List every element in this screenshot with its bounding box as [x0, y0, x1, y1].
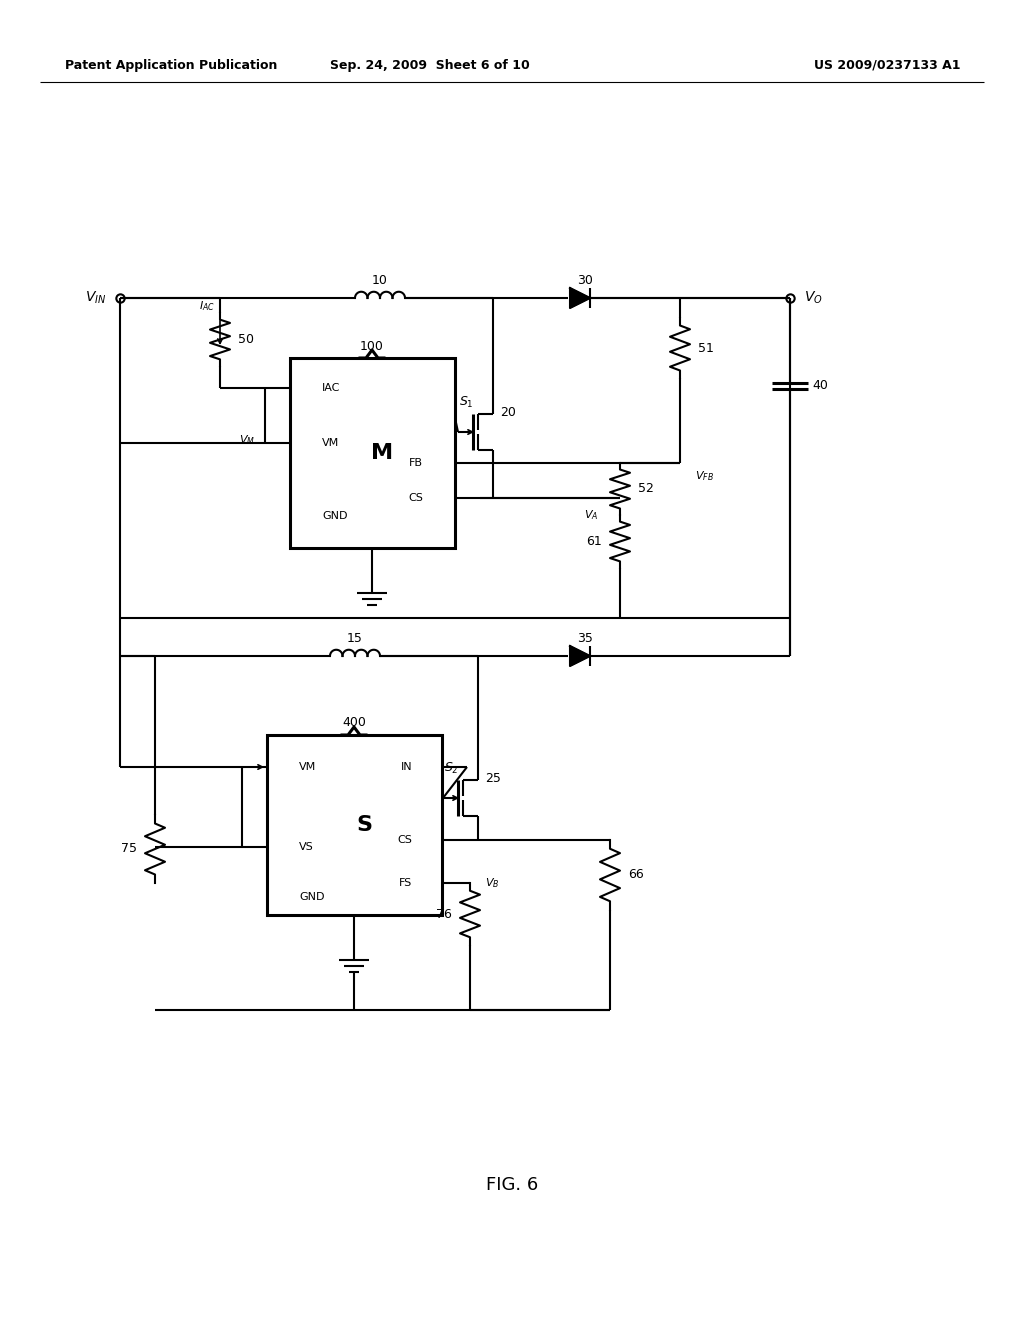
Text: IN: IN — [400, 762, 412, 772]
Text: Sep. 24, 2009  Sheet 6 of 10: Sep. 24, 2009 Sheet 6 of 10 — [330, 58, 529, 71]
Text: $V_{IN}$: $V_{IN}$ — [85, 290, 106, 306]
Text: VS: VS — [299, 842, 313, 851]
Text: $V_M$: $V_M$ — [239, 433, 255, 447]
Text: VM: VM — [299, 762, 316, 772]
Text: 35: 35 — [578, 631, 593, 644]
Text: 100: 100 — [360, 339, 384, 352]
Bar — [267, 735, 442, 915]
Text: 66: 66 — [628, 869, 644, 882]
Polygon shape — [570, 288, 590, 308]
Text: 61: 61 — [587, 535, 602, 548]
Text: 15: 15 — [347, 631, 362, 644]
Text: $S_1$: $S_1$ — [459, 395, 473, 409]
Text: $V_O$: $V_O$ — [804, 290, 822, 306]
Text: FS: FS — [398, 878, 412, 888]
Text: FIG. 6: FIG. 6 — [485, 1176, 539, 1195]
Bar — [290, 358, 455, 548]
Text: 25: 25 — [485, 771, 501, 784]
Text: 20: 20 — [500, 405, 516, 418]
Text: CS: CS — [397, 836, 412, 845]
Text: 52: 52 — [638, 483, 654, 495]
Text: $V_B$: $V_B$ — [485, 876, 500, 890]
Text: GND: GND — [322, 511, 347, 521]
Text: $S_2$: $S_2$ — [443, 760, 459, 776]
Text: 30: 30 — [578, 273, 593, 286]
Text: US 2009/0237133 A1: US 2009/0237133 A1 — [813, 58, 961, 71]
Text: 400: 400 — [342, 717, 366, 730]
Text: S: S — [356, 814, 372, 836]
Text: 40: 40 — [812, 379, 827, 392]
Text: VM: VM — [322, 438, 339, 447]
Text: 75: 75 — [121, 842, 137, 855]
Text: IAC: IAC — [322, 383, 340, 393]
Text: Patent Application Publication: Patent Application Publication — [65, 58, 278, 71]
Text: 10: 10 — [372, 273, 388, 286]
Text: GND: GND — [299, 892, 325, 902]
Text: 76: 76 — [436, 908, 452, 920]
Text: $I_{AC}$: $I_{AC}$ — [199, 300, 215, 313]
Text: CS: CS — [409, 492, 423, 503]
Text: $V_{FB}$: $V_{FB}$ — [695, 469, 714, 483]
Text: FB: FB — [409, 458, 423, 469]
Text: 51: 51 — [698, 342, 714, 355]
Text: 50: 50 — [238, 333, 254, 346]
Polygon shape — [570, 645, 590, 667]
Text: $V_A$: $V_A$ — [584, 508, 598, 521]
Text: M: M — [371, 444, 393, 463]
